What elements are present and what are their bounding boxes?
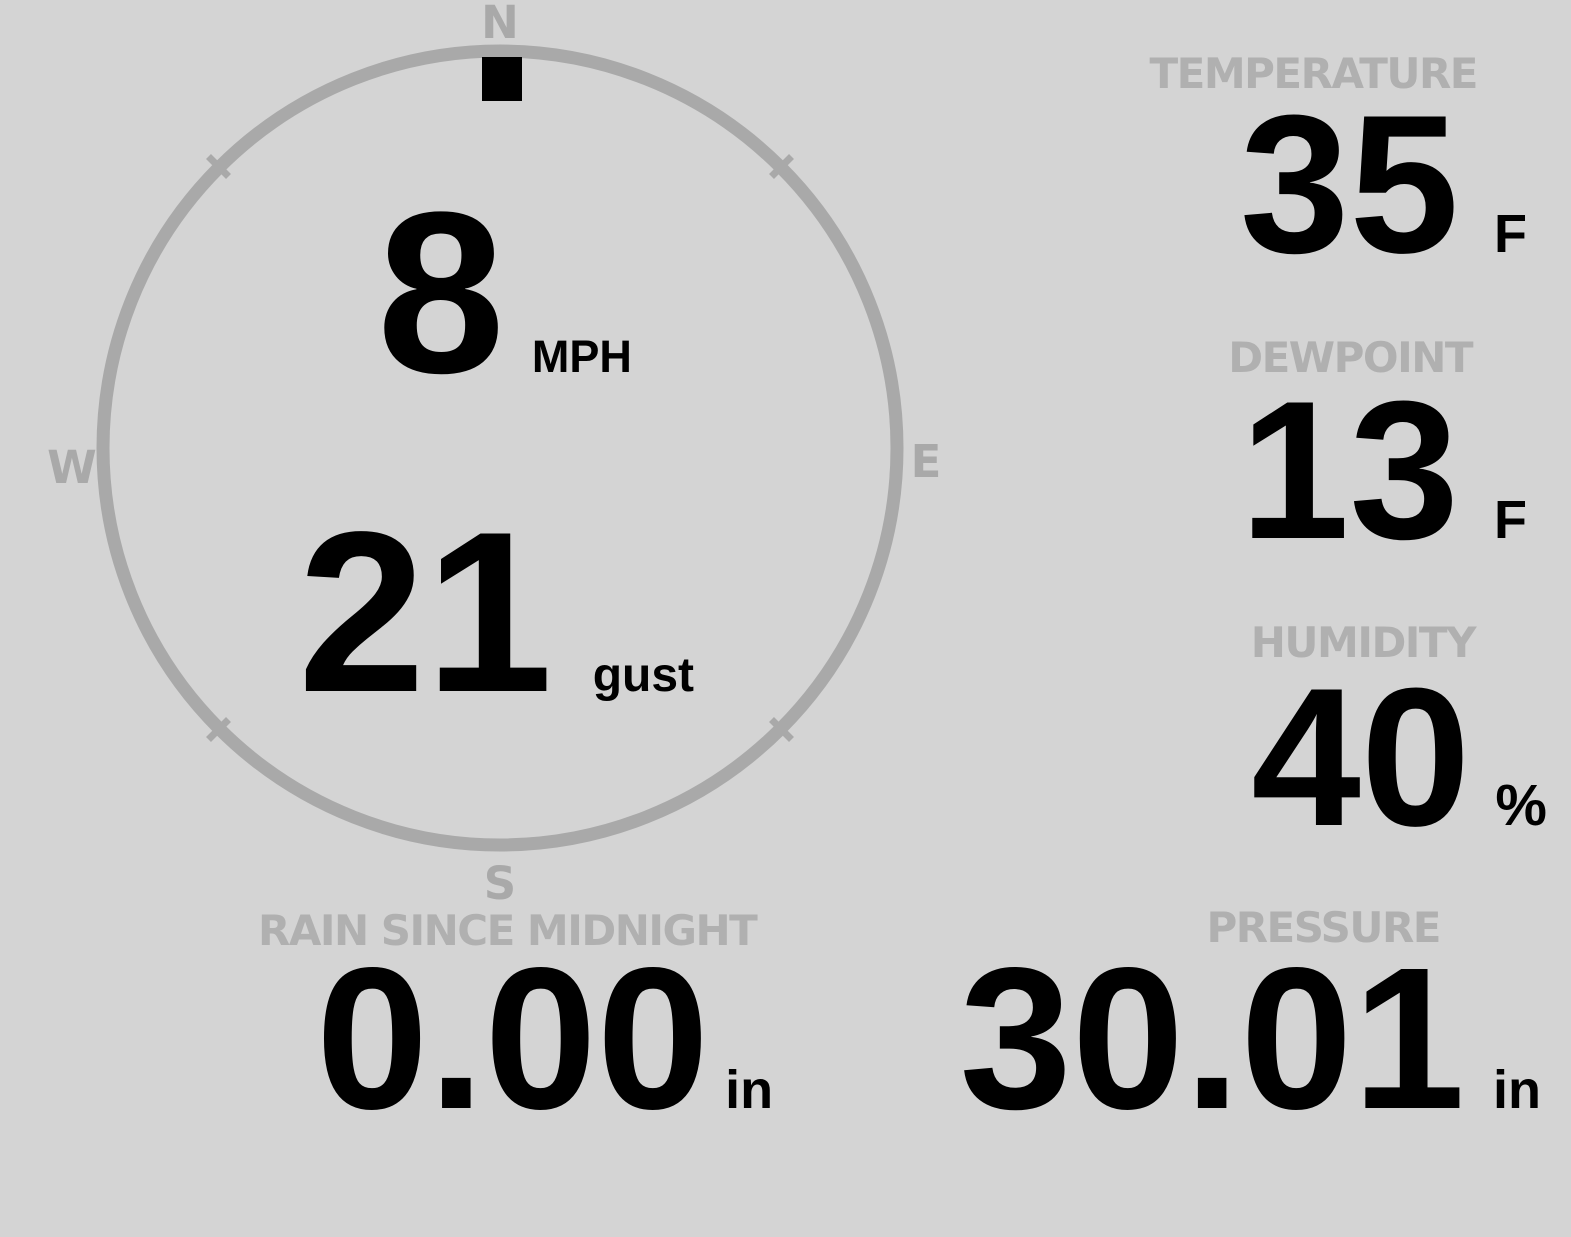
- compass-label-west: W: [47, 441, 97, 494]
- compass-label-north: N: [481, 0, 519, 49]
- wind-speed: 8 MPH: [377, 178, 632, 408]
- compass-tick-nw: [206, 154, 231, 179]
- wind-speed-value: 8: [377, 164, 505, 421]
- humidity-value: 40: [1251, 647, 1471, 867]
- dewpoint-label: DEWPOINT: [1228, 333, 1473, 382]
- humidity-reading: 40 %: [1251, 659, 1547, 856]
- temperature-unit: F: [1494, 204, 1527, 264]
- rain-value: 0.00: [316, 925, 710, 1151]
- pressure-label: PRESSURE: [1206, 903, 1441, 952]
- rain-label: RAIN SINCE MIDNIGHT: [258, 906, 758, 955]
- compass-label-east: E: [910, 435, 942, 488]
- dewpoint-value: 13: [1239, 360, 1459, 580]
- compass-tick-sw: [206, 717, 231, 742]
- humidity-label: HUMIDITY: [1250, 618, 1477, 667]
- rain-unit: in: [725, 1060, 774, 1120]
- compass-tick-ne: [769, 154, 794, 179]
- wind-direction-marker: [482, 57, 522, 101]
- temperature-value: 35: [1239, 74, 1459, 294]
- compass-label-south: S: [483, 857, 517, 910]
- dewpoint-unit: F: [1494, 490, 1527, 550]
- dewpoint-reading: 13 F: [1240, 372, 1527, 569]
- pressure-unit: in: [1493, 1060, 1541, 1120]
- wind-speed-unit: MPH: [531, 331, 632, 382]
- wind-gust: 21 gust: [298, 498, 694, 727]
- wind-gust-label: gust: [592, 649, 695, 702]
- temperature-label: TEMPERATURE: [1149, 49, 1479, 98]
- compass-ring: [96, 44, 904, 852]
- wind-gust-value: 21: [298, 484, 553, 740]
- pressure-value: 30.01: [959, 925, 1466, 1151]
- rain-reading: 0.00 in: [316, 937, 773, 1139]
- compass-tick-se: [769, 717, 794, 742]
- humidity-unit: %: [1495, 773, 1547, 838]
- temperature-reading: 35 F: [1240, 86, 1527, 283]
- pressure-reading: 30.01 in: [960, 937, 1542, 1139]
